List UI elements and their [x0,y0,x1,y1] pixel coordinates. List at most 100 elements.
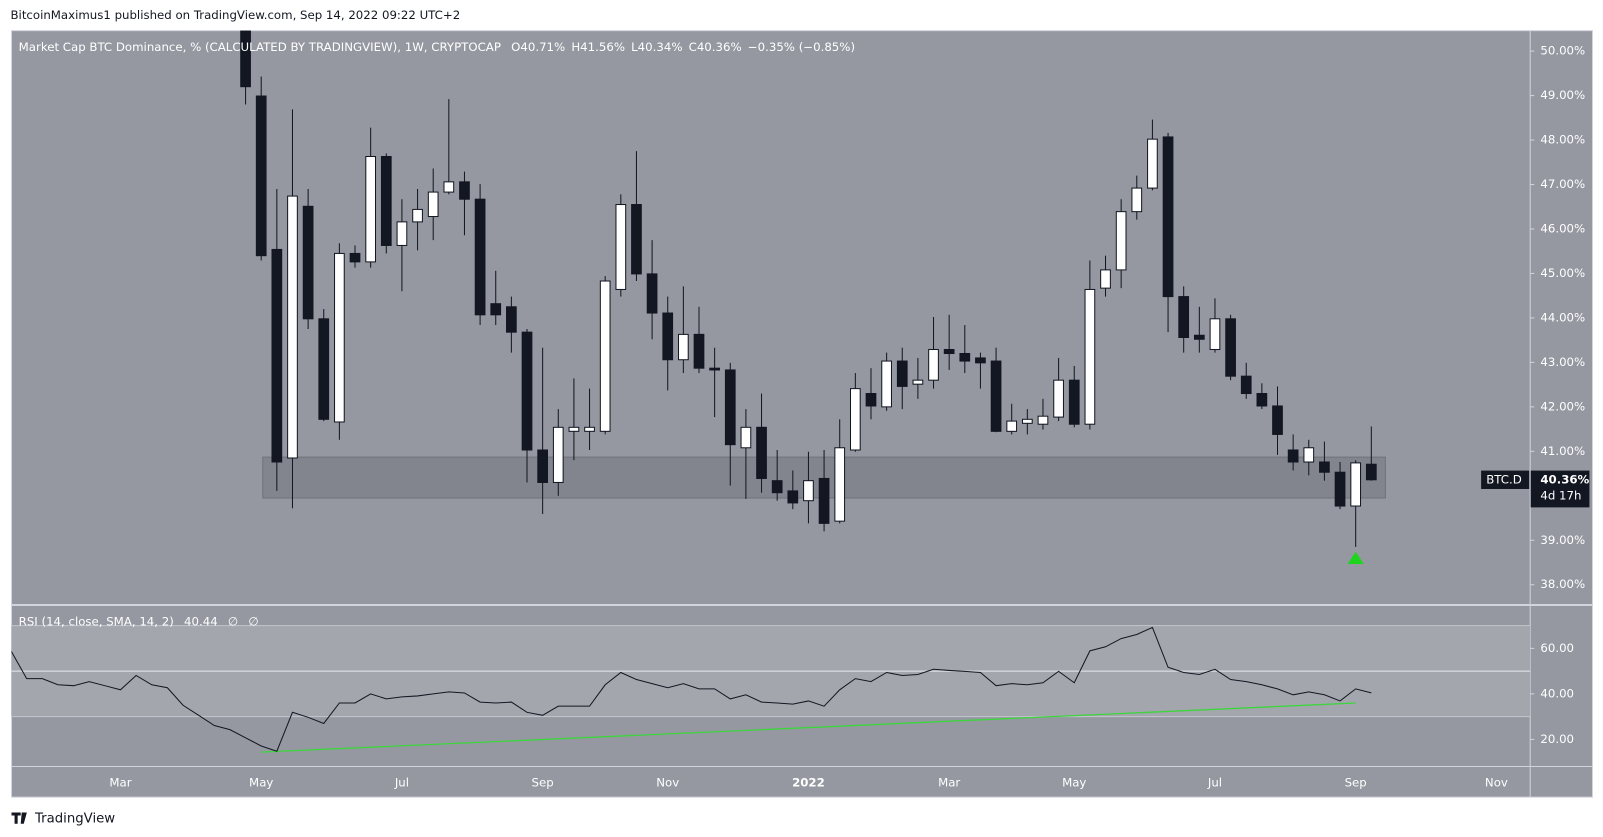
candle-body [1100,269,1111,289]
x-tick-label: May [249,775,273,789]
x-tick-label: Sep [1345,775,1367,789]
chart-layer: 38.00%39.00%40.00%41.00%42.00%43.00%44.0… [11,30,1593,798]
candle-body [615,204,627,290]
y-tick-label: 42.00% [1540,399,1585,413]
legend-value: 40.34% [638,40,683,54]
candle-body [1303,447,1315,463]
candle-body [1350,462,1362,507]
rsi-pane [11,625,1531,753]
candle-body [396,221,408,246]
y-tick-label: 40.00 [1540,686,1574,700]
x-tick-label: Nov [656,775,679,789]
candle-body [646,273,658,314]
candle-body [1084,288,1096,425]
y-tick-label: 49.00% [1540,88,1585,102]
price-pane [240,30,1386,547]
candle-body [287,195,298,459]
legend-value: 40.71% [520,40,565,54]
candle-body [349,252,361,263]
footer-brand: TradingView [34,812,115,827]
x-tick-label: Jul [1207,775,1222,789]
candle-body [271,248,283,463]
y-tick-label: 44.00% [1540,310,1585,324]
candle-body [631,204,642,275]
candle-body [756,426,767,479]
legend-title: Market Cap BTC Dominance, % (CALCULATED … [19,40,501,54]
candle-body [1178,296,1190,339]
candle-body [255,95,267,257]
x-tick-label: Mar [938,775,960,789]
candle-body [943,348,955,355]
candle-body [678,333,689,361]
y-tick-label: 43.00% [1540,355,1585,369]
candle-body [380,155,392,246]
candle-body [318,318,330,420]
candle-body [1193,334,1205,340]
x-tick-label: May [1062,775,1086,789]
y-tick-label: 60.00 [1540,641,1574,655]
candle-body [912,379,924,385]
legend-value: ∅ [228,614,238,628]
candle-body [1209,318,1221,351]
candle-body [1225,318,1236,377]
candle-body [490,303,502,316]
y-tick-label: 41.00% [1540,444,1585,458]
rsi-legend: RSI (14, close, SMA, 14, 2) 40.44 ∅ ∅ [19,614,259,628]
candle-body [975,357,986,364]
legend-key: O [511,40,520,54]
rsi-line [11,626,1372,752]
candle-body [584,426,595,432]
candle-body [724,369,736,446]
y-tick-label: 48.00% [1540,133,1585,147]
x-tick-label: Mar [109,775,131,789]
candle-body [1068,379,1080,425]
candle-body [818,477,830,524]
legend-value: 40.44 [184,614,218,628]
candle-body [1006,420,1018,432]
candle-body [865,393,877,407]
candle-body [740,426,752,449]
legend-change: −0.35% (−0.85%) [748,40,855,54]
candle-body [693,333,705,369]
y-tick-label: 47.00% [1540,177,1585,191]
candle-body [537,449,549,483]
y-tick-label: 46.00% [1540,221,1585,235]
candle-body [803,480,814,502]
y-tick-label: 38.00% [1540,577,1585,591]
candle-body [1162,136,1174,298]
candle-body [412,208,423,223]
candle-body [1021,418,1033,424]
x-tick-label: Nov [1485,775,1508,789]
legend-key: L [631,40,638,54]
candle-body [771,480,783,494]
candle-body [334,252,345,423]
candle-body [568,426,580,432]
y-tick-label: 50.00% [1540,44,1585,58]
publish-header: BitcoinMaximus1 published on TradingView… [10,8,460,22]
candle-body [474,198,486,316]
candle-body [427,191,439,218]
candle-body [1115,211,1127,271]
symbol-tag [1481,470,1530,489]
candle-body [1287,449,1299,463]
price-label: 40.36% [1540,472,1589,486]
candle-body [1037,415,1049,425]
y-tick-label: 45.00% [1540,266,1585,280]
candle-body [1131,187,1143,213]
candle-body [928,348,939,381]
candle-body [990,360,1002,432]
candle-body [709,367,720,371]
candle-body [881,360,892,408]
x-tick-label: Sep [532,775,554,789]
legend-value: 41.56% [580,40,625,54]
candle-body [599,280,611,432]
candle-body [959,352,971,362]
x-tick-label: Jul [394,775,409,789]
candle-body [1147,138,1158,189]
x-tick-label: 2022 [792,775,825,789]
candle-body [834,447,846,522]
price-tag [1530,470,1590,508]
candle-body [552,426,564,483]
legend-key: H [571,40,580,54]
